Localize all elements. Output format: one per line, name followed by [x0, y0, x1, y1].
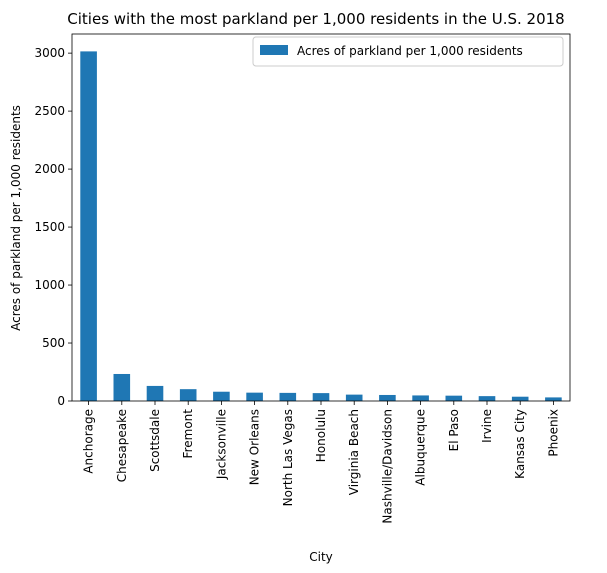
- bar-kansas-city: [511, 396, 529, 401]
- bar-honolulu: [312, 393, 330, 401]
- bar-albuquerque: [412, 395, 429, 401]
- y-tick-label: 0: [57, 394, 65, 408]
- bar-nashville-davidson: [379, 394, 396, 401]
- y-tick-label: 500: [42, 336, 65, 350]
- x-axis-label: City: [309, 550, 333, 564]
- x-tick-label: Fremont: [181, 409, 195, 459]
- bar-virginia-beach: [345, 394, 363, 401]
- bar-jacksonville: [213, 391, 230, 401]
- legend: Acres of parkland per 1,000 residents: [252, 36, 564, 67]
- y-tick-label: 3000: [34, 46, 65, 60]
- x-tick-label: New Orleans: [248, 409, 262, 485]
- x-tick-label: Albuquerque: [414, 409, 428, 486]
- x-tick-label: Scottsdale: [148, 409, 162, 472]
- bar-chesapeake: [113, 373, 131, 401]
- bar-phoenix: [545, 397, 562, 401]
- x-tick-label: Virginia Beach: [347, 409, 361, 495]
- y-tick-label: 2500: [34, 104, 65, 118]
- y-tick-label: 1500: [34, 220, 65, 234]
- bar-scottsdale: [146, 385, 164, 401]
- y-tick-label: 2000: [34, 162, 65, 176]
- x-tick-label: Chesapeake: [115, 409, 129, 482]
- plot-frame: [71, 33, 571, 402]
- bar-irvine: [478, 396, 496, 401]
- bar-fremont: [179, 389, 197, 401]
- legend-frame: [252, 36, 564, 67]
- plot-area: [71, 33, 571, 402]
- bar-north-las-vegas: [279, 392, 297, 401]
- legend-entry: Acres of parkland per 1,000 residents: [297, 44, 523, 58]
- x-axis: Anchorage Chesapeake Scottsdale Fremont Jack…: [82, 401, 560, 524]
- x-tick-label: Anchorage: [82, 409, 96, 474]
- x-tick-label: Jacksonville: [214, 409, 228, 480]
- x-tick-label: Kansas City: [513, 409, 527, 479]
- x-tick-label: Nashville/Davidson: [380, 409, 394, 524]
- x-tick-label: El Paso: [447, 409, 461, 451]
- y-axis-label: Acres of parkland per 1,000 residents: [9, 105, 23, 331]
- bar-anchorage: [80, 51, 97, 401]
- x-tick-label: Honolulu: [314, 409, 328, 462]
- y-axis: 0 500 1000 1500 2000 2500 3000: [34, 46, 72, 408]
- x-tick-label: North Las Vegas: [281, 409, 295, 506]
- x-tick-label: Phoenix: [546, 409, 560, 457]
- bar-el-paso: [445, 395, 463, 401]
- chart-title: Cities with the most parkland per 1,000 …: [67, 10, 564, 28]
- x-tick-label: Irvine: [480, 409, 494, 443]
- legend-swatch: [260, 45, 288, 55]
- y-tick-label: 1000: [34, 278, 65, 292]
- bar-new-orleans: [246, 392, 263, 401]
